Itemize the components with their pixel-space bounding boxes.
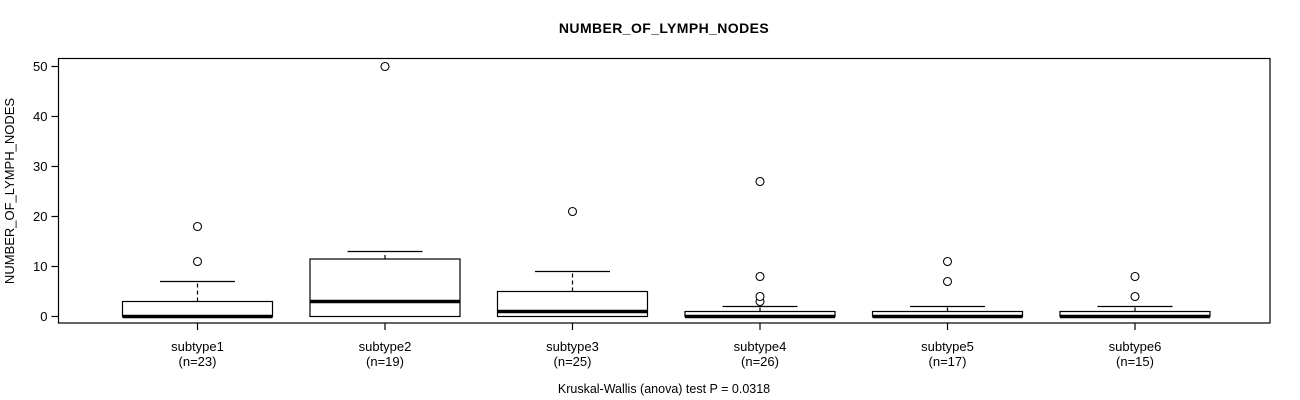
outlier-point: [192, 256, 203, 267]
x-tick-sublabel: (n=23): [179, 354, 217, 369]
x-tick-sublabel: (n=15): [1116, 354, 1154, 369]
outlier-point: [192, 221, 203, 232]
outlier-point: [755, 271, 765, 282]
iqr-box: [309, 258, 461, 318]
outlier-point: [1130, 271, 1140, 282]
y-tick-label: 40: [33, 109, 47, 124]
x-tick-label: subtype4: [734, 339, 787, 354]
x-tick-label: subtype1: [171, 339, 224, 354]
y-tick-label: 30: [33, 159, 47, 174]
y-tick-label: 50: [33, 59, 47, 74]
outlier-point: [942, 276, 953, 287]
y-tick-label: 20: [33, 209, 47, 224]
iqr-box: [121, 300, 274, 318]
chart-title: NUMBER_OF_LYMPH_NODES: [559, 20, 769, 36]
boxplot-group: [1059, 271, 1211, 319]
x-tick-label: subtype2: [359, 339, 412, 354]
outlier-point: [380, 61, 390, 72]
y-tick-label: 0: [40, 309, 47, 324]
outlier-point: [1130, 291, 1140, 302]
outlier-point: [567, 206, 578, 217]
boxplot-group: [496, 206, 649, 318]
outlier-point: [755, 176, 765, 187]
x-tick-sublabel: (n=25): [554, 354, 592, 369]
outlier-point: [755, 291, 765, 302]
boxplot-group: [871, 256, 1024, 319]
x-tick-sublabel: (n=26): [741, 354, 779, 369]
box-series: [121, 61, 1211, 319]
boxplot-group: [309, 61, 461, 318]
plot-frame: [57, 57, 1271, 324]
y-tick-label: 10: [33, 259, 47, 274]
outlier-point: [942, 256, 953, 267]
y-axis: 0 10 20 30 40 50: [33, 59, 59, 324]
boxplot-group: [684, 176, 836, 319]
stat-test-caption: Kruskal-Wallis (anova) test P = 0.0318: [558, 382, 770, 396]
x-axis: subtype1(n=23)subtype2(n=19)subtype3(n=2…: [171, 323, 1161, 369]
x-tick-sublabel: (n=19): [366, 354, 404, 369]
x-tick-sublabel: (n=17): [929, 354, 967, 369]
x-tick-label: subtype6: [1109, 339, 1162, 354]
boxplot-group: [121, 221, 274, 319]
x-tick-label: subtype3: [546, 339, 599, 354]
y-axis-title: NUMBER_OF_LYMPH_NODES: [2, 98, 17, 284]
x-tick-label: subtype5: [921, 339, 974, 354]
